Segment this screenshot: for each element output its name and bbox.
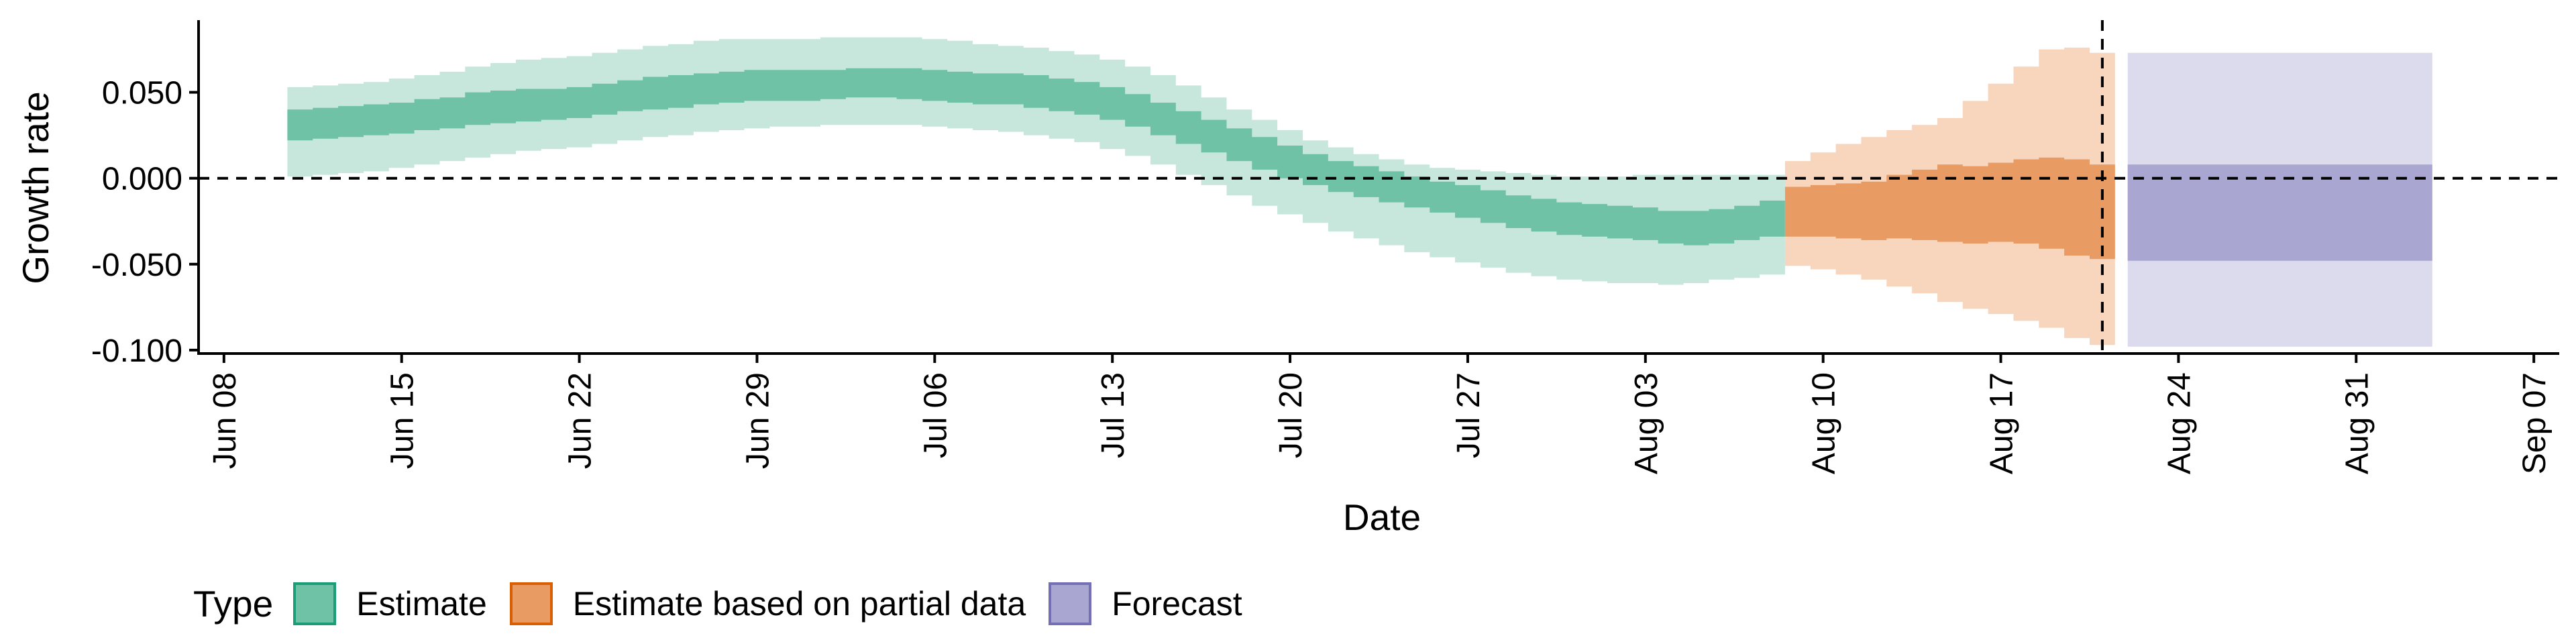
outer-interval-band	[287, 37, 1785, 285]
x-tick-label: Jun 22	[563, 372, 598, 469]
x-tick-label: Jun 15	[385, 372, 421, 469]
x-axis-title: Date	[1343, 496, 1421, 538]
legend: Type Estimate Estimate based on partial …	[193, 577, 1265, 631]
inner-interval-band	[287, 68, 1785, 246]
y-tick-label: -0.100	[91, 333, 182, 369]
x-tick-label: Jul 20	[1273, 372, 1309, 458]
growth-rate-chart: 0.050 0.000 -0.050 -0.100 Jun 08 Jun 15 Jun 22…	[15, 20, 2559, 538]
x-tick-label: Aug 24	[2161, 372, 2197, 474]
legend-swatch-forecast	[1049, 582, 1092, 625]
legend-label-forecast: Forecast	[1112, 585, 1242, 623]
x-tick-label: Aug 03	[1629, 372, 1664, 474]
legend-swatch-partial	[509, 582, 553, 625]
legend-title: Type	[193, 583, 274, 625]
x-tick-label: Aug 31	[2339, 372, 2375, 474]
x-tick-label: Aug 10	[1807, 372, 1842, 474]
legend-item-partial: Estimate based on partial data	[509, 582, 1026, 625]
x-tick-label: Jul 06	[918, 372, 953, 458]
plot-bands	[287, 37, 2432, 347]
x-tick-label: Aug 17	[1984, 372, 2020, 474]
y-axis-title: Growth rate	[15, 91, 56, 284]
series-partial-estimate	[1784, 48, 2115, 345]
y-tick-label: 0.000	[102, 162, 182, 197]
axes: 0.050 0.000 -0.050 -0.100 Jun 08 Jun 15 Jun 22…	[91, 20, 2559, 474]
legend-label-estimate: Estimate	[356, 585, 487, 623]
legend-label-partial: Estimate based on partial data	[572, 585, 1026, 623]
legend-item-forecast: Forecast	[1049, 582, 1242, 625]
x-tick-label: Jul 27	[1451, 372, 1487, 458]
y-tick-label: 0.050	[102, 76, 182, 111]
inner-interval-band	[1784, 157, 2115, 260]
y-tick-label: -0.050	[91, 248, 182, 283]
series-forecast	[2127, 52, 2432, 347]
legend-item-estimate: Estimate	[293, 582, 487, 625]
legend-swatch-estimate	[293, 582, 337, 625]
inner-interval-band	[2127, 164, 2432, 261]
series-estimate	[287, 37, 1785, 285]
x-tick-label: Jun 08	[207, 372, 243, 469]
x-tick-label: Jul 13	[1095, 372, 1131, 458]
x-tick-label: Jun 29	[741, 372, 776, 469]
x-tick-label: Sep 07	[2517, 372, 2553, 474]
